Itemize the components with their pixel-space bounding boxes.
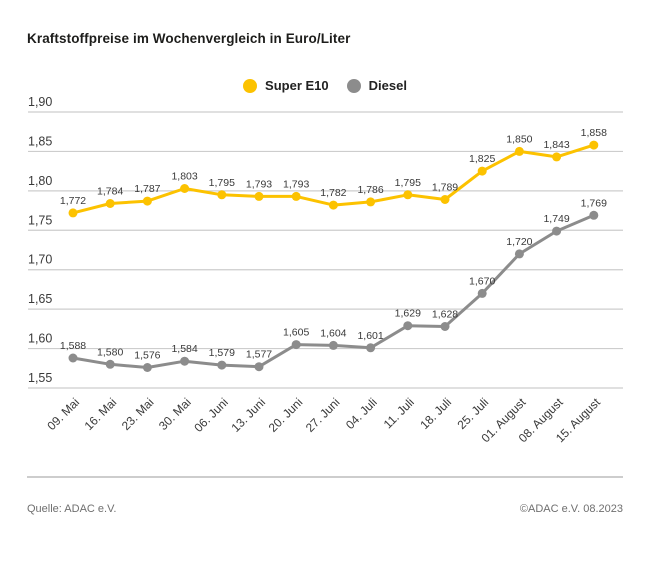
y-tick-label: 1,70 [28,253,52,267]
chart-title: Kraftstoffpreise im Wochenvergleich in E… [27,31,351,46]
data-point-label: 1,580 [97,346,123,358]
data-point-label: 1,793 [246,178,272,190]
data-point [403,190,413,200]
data-point-label: 1,793 [283,178,309,190]
data-point [180,184,190,193]
data-point-label: 1,588 [60,340,86,352]
data-point [105,199,115,208]
data-point-label: 1,772 [60,195,86,207]
data-point [68,208,78,218]
y-tick-label: 1,60 [28,332,52,346]
data-point-label: 1,720 [506,236,532,248]
data-point-label: 1,795 [209,177,235,189]
data-point-label: 1,782 [320,187,346,199]
data-point [217,190,227,200]
y-tick-label: 1,75 [28,213,52,227]
data-point-label: 1,605 [283,327,309,339]
data-point [552,226,562,236]
data-point-label: 1,577 [246,349,272,361]
data-point-label: 1,629 [395,308,421,320]
x-tick-label: 11. Juli [381,395,417,431]
data-point-label: 1,604 [320,327,346,339]
data-point [477,166,487,176]
x-tick-label: 09. Mai [44,395,82,433]
data-point [328,340,338,350]
data-point [254,362,264,372]
y-tick-label: 1,90 [28,95,52,109]
data-point [403,321,413,331]
data-point [217,360,227,370]
data-point [180,356,190,366]
data-point-label: 1,579 [209,347,235,359]
data-point-label: 1,825 [469,153,495,165]
x-tick-label: 25. Juli [455,395,492,432]
y-tick-label: 1,80 [28,174,52,188]
data-point [142,196,152,206]
x-tick-label: 06. Juni [191,395,231,435]
data-point [440,322,450,331]
data-point [328,200,338,210]
data-point-label: 1,858 [581,127,607,139]
data-point [254,191,264,201]
data-point-label: 1,803 [171,171,197,183]
data-point-label: 1,784 [97,186,123,198]
data-point-label: 1,795 [395,177,421,189]
data-point-label: 1,749 [543,213,569,225]
data-point [589,210,599,220]
x-tick-label: 13. Juni [229,395,269,435]
data-point [552,152,562,162]
data-point [105,359,115,369]
data-point [440,195,450,204]
footer-separator [27,476,623,478]
data-point-label: 1,601 [357,330,383,342]
data-point [514,249,524,259]
legend-label-diesel: Diesel [368,78,407,93]
x-tick-label: 27. Juni [303,395,343,435]
data-point-label: 1,787 [134,183,160,195]
x-tick-label: 23. Mai [119,395,157,433]
legend-item-diesel: Diesel [346,78,407,93]
data-point-label: 1,628 [432,309,458,321]
diesel-dot-icon [346,78,361,93]
data-point [291,340,301,350]
y-tick-label: 1,85 [28,134,52,148]
copyright-text: ©ADAC e.V. 08.2023 [519,503,623,515]
super-e10-dot-icon [243,78,258,93]
y-tick-label: 1,65 [28,292,52,306]
x-tick-label: 18. Juli [417,395,454,432]
data-point-label: 1,584 [171,343,197,355]
data-point [477,288,487,298]
x-tick-label: 16. Mai [82,395,120,433]
legend-item-super-e10: Super E10 [243,78,329,93]
data-point [366,197,376,207]
data-point-label: 1,670 [469,275,495,287]
data-point-label: 1,789 [432,182,458,194]
x-tick-label: 04. Juli [343,395,380,432]
data-point-label: 1,786 [357,184,383,196]
data-point-label: 1,850 [506,133,532,145]
data-point [514,146,524,156]
x-tick-label: 20. Juni [266,395,306,435]
legend-label-super-e10: Super E10 [265,78,329,93]
data-point-label: 1,843 [543,139,569,151]
data-point-label: 1,769 [581,197,607,209]
data-point [291,191,301,201]
data-point [142,363,152,372]
data-point [68,353,78,363]
source-text: Quelle: ADAC e.V. [27,503,117,515]
y-tick-label: 1,55 [28,371,52,385]
data-point [589,140,599,150]
data-point-label: 1,576 [134,350,160,362]
x-tick-label: 30. Mai [156,395,194,433]
legend: Super E10 Diesel [0,78,650,93]
data-point [366,343,376,353]
